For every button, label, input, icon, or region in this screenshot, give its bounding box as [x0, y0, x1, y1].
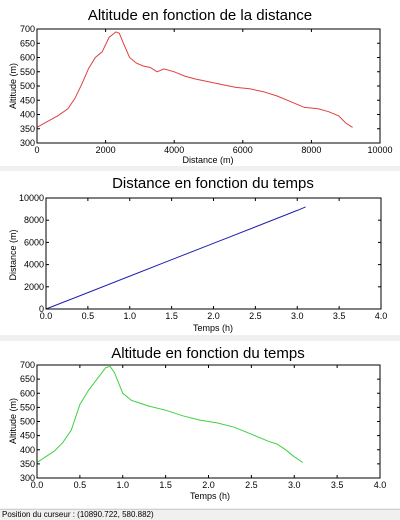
x-tick-label: 3.0	[291, 311, 304, 321]
y-tick-label: 500	[20, 417, 35, 427]
x-tick-label: 4.0	[375, 311, 388, 321]
chart-svg[interactable]: Distance en fonction du temps 0.0 0.5 1.0 1…	[0, 171, 400, 335]
x-tick-label: 4000	[164, 145, 184, 155]
x-tick-label: 0.5	[74, 480, 87, 490]
y-tick-label: 6000	[24, 237, 44, 247]
x-tick-label: 4.0	[374, 480, 387, 490]
y-tick-label: 600	[20, 53, 35, 63]
chart-panel-distance-temps: Distance en fonction du temps 0.0 0.5 1.0 1…	[0, 171, 400, 335]
chart-title: Altitude en fonction de la distance	[88, 7, 312, 24]
plot-frame	[36, 28, 381, 144]
y-tick-label: 550	[20, 402, 35, 412]
chart-panel-altitude-distance: Altitude en fonction de la distance 0 200…	[0, 0, 400, 166]
y-tick-label: 0	[39, 304, 44, 314]
x-tick-label: 10000	[367, 145, 392, 155]
x-axis-label: Distance (m)	[182, 155, 233, 165]
x-tick-label: 1.0	[116, 480, 129, 490]
x-tick-label: 2.5	[245, 480, 258, 490]
y-axis-label: Altitude (m)	[8, 398, 18, 444]
y-tick-label: 350	[20, 124, 35, 134]
y-tick-label: 650	[20, 374, 35, 384]
chart-panel-altitude-temps: Altitude en fonction du temps 0.0 0.5 1.0 1…	[0, 341, 400, 508]
plot-frame	[36, 364, 381, 479]
x-tick-label: 2.0	[202, 480, 215, 490]
y-axis-label: Distance (m)	[8, 229, 18, 280]
y-tick-label: 600	[20, 388, 35, 398]
chart-svg[interactable]: Altitude en fonction du temps 0.0 0.5 1.0 1…	[0, 341, 400, 508]
x-tick-label: 0.0	[40, 311, 53, 321]
x-axis-label: Temps (h)	[193, 323, 233, 333]
chart-svg[interactable]: Altitude en fonction de la distance 0 200…	[0, 0, 400, 166]
cursor-position-text: Position du curseur : (10890.722, 580.88…	[2, 510, 154, 519]
series-line	[36, 31, 353, 128]
x-tick-label: 6000	[233, 145, 253, 155]
y-tick-label: 450	[20, 95, 35, 105]
y-tick-label: 300	[20, 138, 35, 148]
series-line	[36, 365, 304, 463]
y-tick-label: 650	[20, 38, 35, 48]
y-tick-label: 2000	[24, 282, 44, 292]
y-tick-label: 500	[20, 81, 35, 91]
x-tick-label: 0.0	[31, 480, 44, 490]
x-tick-label: 0	[34, 145, 39, 155]
y-tick-label: 700	[20, 360, 35, 370]
y-tick-label: 8000	[24, 215, 44, 225]
status-bar: Position du curseur : (10890.722, 580.88…	[0, 509, 400, 520]
y-tick-label: 4000	[24, 260, 44, 270]
y-tick-label: 450	[20, 431, 35, 441]
y-tick-label: 400	[20, 110, 35, 120]
y-tick-label: 350	[20, 459, 35, 469]
series-line	[45, 206, 306, 310]
plot-frame	[45, 197, 382, 310]
chart-title: Distance en fonction du temps	[112, 175, 314, 192]
x-tick-label: 3.5	[331, 480, 344, 490]
x-tick-label: 3.0	[288, 480, 301, 490]
y-tick-label: 400	[20, 445, 35, 455]
x-tick-label: 8000	[301, 145, 321, 155]
x-tick-label: 1.5	[159, 480, 172, 490]
x-tick-label: 2.5	[249, 311, 262, 321]
x-tick-label: 2.0	[207, 311, 220, 321]
x-tick-label: 0.5	[82, 311, 95, 321]
x-tick-label: 1.5	[165, 311, 178, 321]
x-axis-label: Temps (h)	[190, 491, 230, 501]
x-tick-label: 3.5	[333, 311, 346, 321]
y-tick-label: 10000	[19, 193, 44, 203]
x-tick-label: 1.0	[123, 311, 136, 321]
y-tick-label: 550	[20, 67, 35, 77]
y-tick-label: 300	[20, 473, 35, 483]
chart-title: Altitude en fonction du temps	[111, 345, 304, 362]
y-axis-label: Altitude (m)	[8, 63, 18, 109]
x-tick-label: 2000	[96, 145, 116, 155]
y-tick-label: 700	[20, 24, 35, 34]
